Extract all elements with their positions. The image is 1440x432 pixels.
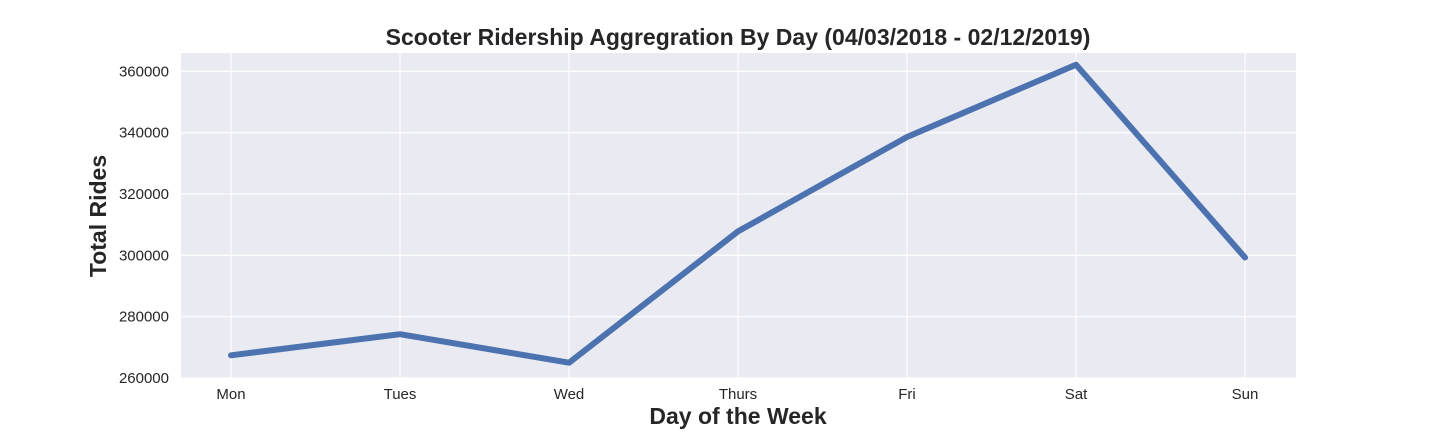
y-axis-label: Total Rides [85,155,111,277]
x-tick-label: Sat [1065,386,1088,403]
x-tick-label: Tues [384,386,417,403]
grid-lines [181,53,1296,379]
y-tick-label: 320000 [119,186,169,203]
y-tick-label: 340000 [119,125,169,142]
x-tick-label: Mon [216,386,245,403]
x-tick-label: Fri [898,386,916,403]
x-tick-label: Wed [554,386,585,403]
y-tick-labels: 260000 280000 300000 320000 340000 360000 [119,63,169,387]
x-axis-label: Day of the Week [649,403,826,429]
x-tick-label: Sun [1232,386,1259,403]
y-tick-label: 260000 [119,370,169,387]
y-tick-label: 360000 [119,63,169,80]
chart-title: Scooter Ridership Aggregration By Day (0… [386,24,1091,50]
x-tick-label: Thurs [719,386,757,403]
x-tick-labels: Mon Tues Wed Thurs Fri Sat Sun [216,386,1258,403]
data-points [230,64,1246,363]
y-tick-label: 300000 [119,247,169,264]
y-tick-label: 280000 [119,309,169,326]
